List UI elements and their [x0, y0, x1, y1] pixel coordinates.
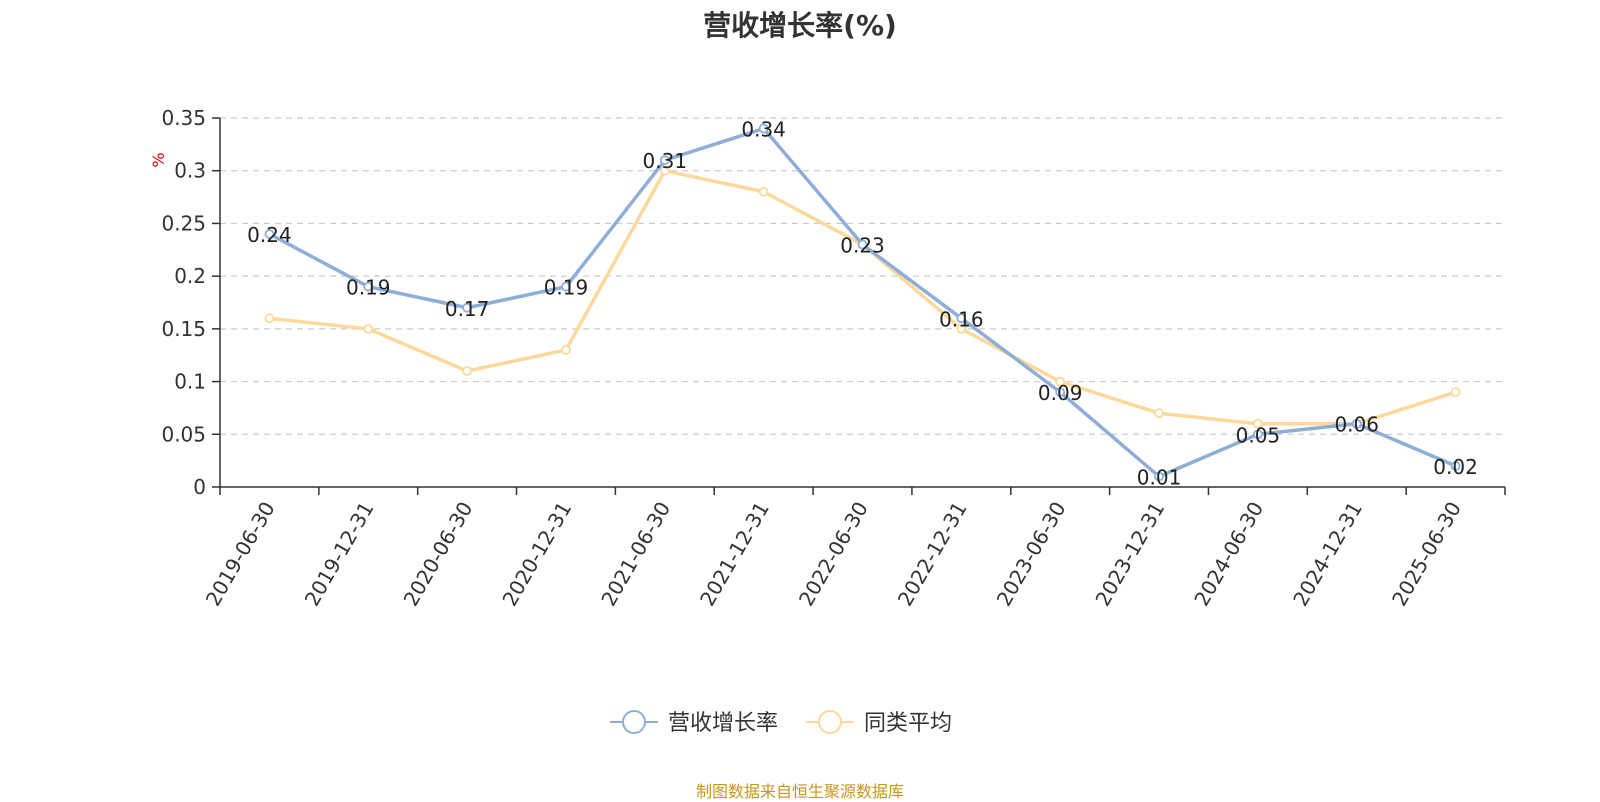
data-point[interactable] [462, 302, 473, 313]
y-tick-label: 0.05 [161, 422, 206, 446]
legend-swatch-marker[interactable] [622, 710, 646, 734]
x-tick-label: 2021-06-30 [596, 498, 675, 611]
data-label: 0.02 [1433, 455, 1478, 479]
data-label: 0.23 [840, 234, 885, 258]
y-tick-label: 0.3 [174, 159, 206, 183]
y-tick-label: 0.1 [174, 370, 206, 394]
x-tick-label: 2024-12-31 [1288, 498, 1367, 611]
data-point[interactable] [1450, 387, 1461, 398]
data-point[interactable] [1450, 461, 1461, 471]
x-axis: 2019-06-30 2019-12-31 2020-06-30 2020-12-31… [201, 486, 1506, 611]
data-label: 0.31 [643, 149, 688, 173]
data-label: 0.17 [445, 297, 490, 321]
data-point[interactable] [1055, 387, 1066, 398]
data-point[interactable] [363, 323, 374, 334]
y-tick-label: 0.2 [174, 264, 206, 288]
chart-title: 营收增长率(%) [703, 9, 897, 42]
x-tick-label: 2020-12-31 [497, 498, 576, 611]
x-tick-label: 2023-06-30 [992, 498, 1071, 611]
data-label: 0.16 [939, 307, 984, 331]
x-tick-label: 2024-06-30 [1189, 498, 1268, 611]
y-tick-label: 0.35 [161, 106, 206, 130]
x-tick-label: 2019-06-30 [201, 498, 280, 611]
data-point[interactable] [264, 229, 275, 239]
data-point[interactable] [956, 323, 967, 334]
data-point[interactable] [264, 313, 275, 324]
x-tick-label: 2022-12-31 [893, 498, 972, 611]
data-point[interactable] [1154, 471, 1164, 482]
x-tick-label: 2019-12-31 [300, 498, 379, 611]
data-labels: 0.24 0.19 0.17 0.19 0.31 0.34 0.23 0.16 0.09 0.01… [247, 118, 1478, 490]
data-label: 0.24 [247, 223, 292, 247]
source-note: 制图数据来自恒生聚源数据库 [695, 782, 904, 801]
data-point[interactable] [363, 281, 374, 292]
legend-entry-label[interactable]: 营收增长率 [668, 711, 778, 736]
grid-lines [220, 117, 1505, 435]
data-label: 0.34 [741, 118, 786, 142]
legend[interactable]: 营收增长率 同类平均 [610, 710, 952, 736]
data-point[interactable] [659, 165, 670, 176]
x-tick-label: 2020-06-30 [399, 498, 478, 611]
x-tick-label: 2025-06-30 [1387, 498, 1466, 611]
y-axis: 0 0.05 0.1 0.15 0.2 0.25 0.3 0.35% [149, 106, 221, 499]
data-label: 0.19 [346, 276, 391, 300]
y-tick-label: 0 [193, 475, 206, 499]
legend-entry-label[interactable]: 同类平均 [864, 711, 952, 736]
data-label: 0.05 [1236, 423, 1281, 447]
data-point[interactable] [758, 186, 769, 197]
data-point[interactable] [956, 313, 967, 324]
data-point[interactable] [1252, 418, 1263, 429]
data-label: 0.01 [1137, 465, 1182, 489]
data-point[interactable] [561, 345, 571, 355]
series-group [264, 123, 1461, 482]
data-point[interactable] [561, 281, 571, 292]
data-label: 0.06 [1334, 413, 1379, 437]
data-point[interactable] [758, 123, 769, 134]
x-tick-label: 2023-12-31 [1090, 498, 1169, 611]
data-point[interactable] [1351, 418, 1362, 429]
data-label: 0.09 [1038, 381, 1083, 405]
data-point[interactable] [1252, 429, 1263, 440]
data-point[interactable] [1055, 376, 1066, 387]
y-axis-unit: % [149, 152, 168, 167]
x-tick-label: 2021-12-31 [695, 498, 774, 611]
legend-swatch-marker[interactable] [818, 710, 842, 734]
data-point[interactable] [659, 155, 670, 166]
data-point[interactable] [1154, 408, 1164, 419]
y-tick-label: 0.25 [161, 211, 206, 235]
data-point[interactable] [462, 366, 473, 376]
data-point[interactable] [857, 239, 868, 250]
data-label: 0.19 [544, 276, 589, 300]
x-tick-label: 2022-06-30 [794, 498, 873, 611]
y-tick-label: 0.15 [161, 317, 206, 341]
